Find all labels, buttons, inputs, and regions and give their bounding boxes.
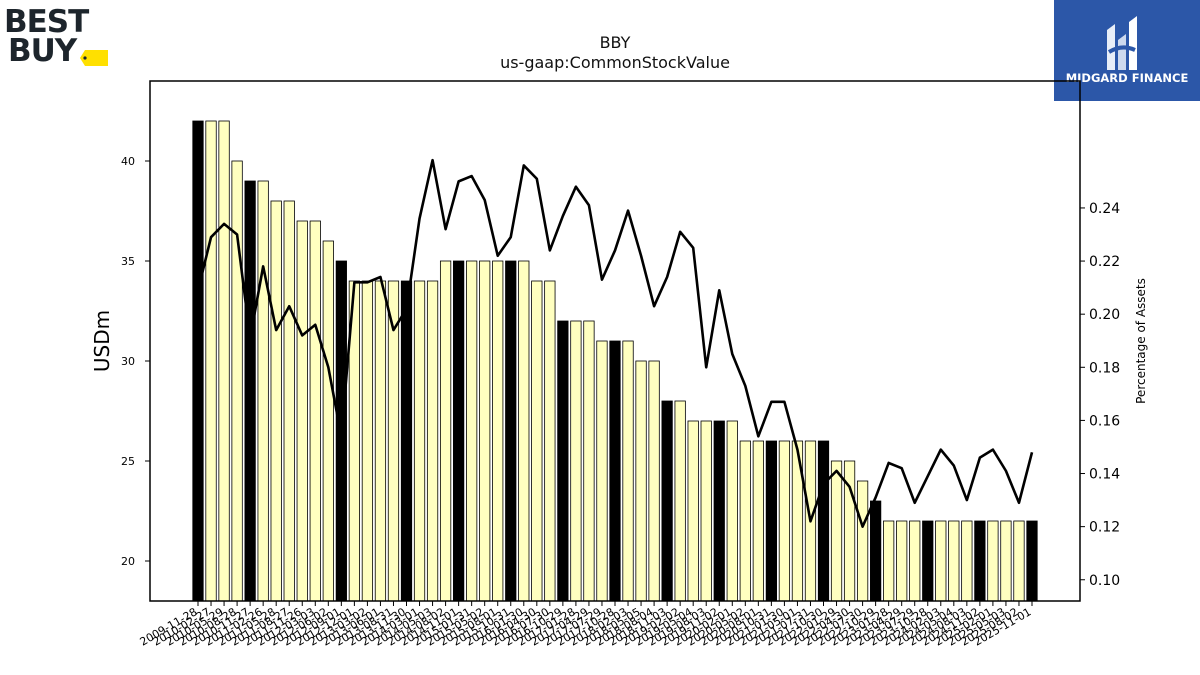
y-tick-label-35: 35	[121, 255, 135, 268]
bar-2019-11-02	[713, 420, 725, 602]
bar-2015-01-31	[466, 260, 478, 602]
bar-2018-02-03	[622, 340, 634, 602]
bar-2015-10-31	[505, 260, 517, 602]
bar-2016-04-30	[531, 280, 543, 602]
bar-2011-08-27	[283, 200, 295, 602]
bar-2019-08-03	[700, 420, 712, 602]
y-right-tick-label-0.18: 0.18	[1089, 360, 1120, 376]
y-right-tick-label-0.14: 0.14	[1089, 467, 1120, 483]
logo-best-buy: BEST BUY	[4, 4, 108, 68]
bar-2020-10-31	[765, 440, 777, 602]
bar-2020-05-02	[739, 440, 751, 602]
bar-2025-11-01	[1026, 520, 1038, 602]
y-tick-label-30: 30	[121, 355, 135, 368]
y-right-tick-label-0.12: 0.12	[1089, 520, 1120, 536]
y-tick-label-40: 40	[121, 155, 135, 168]
bar-2011-05-28	[270, 200, 282, 602]
left-axis: 20 25 30 35 40	[121, 155, 150, 568]
best-text: BEST	[4, 4, 89, 40]
bar-2023-10-28	[922, 520, 934, 602]
bar-2023-07-29	[909, 520, 921, 602]
bar-2017-01-28	[570, 320, 582, 602]
bar-2025-02-01	[987, 520, 999, 602]
y-axis-label-left: USDm	[90, 310, 114, 372]
bar-2022-10-29	[870, 500, 882, 602]
y-right-tick-label-0.22: 0.22	[1089, 254, 1120, 270]
bar-2021-01-30	[778, 440, 791, 602]
bar-2020-02-01	[726, 420, 738, 602]
y-tick-label-25: 25	[121, 455, 135, 468]
bar-2013-03-02	[361, 280, 374, 602]
bar-2011-02-26	[257, 180, 269, 602]
bar-2019-02-02	[674, 400, 686, 602]
y-tick-label-20: 20	[121, 555, 135, 568]
bar-2021-10-30	[817, 440, 830, 602]
bar-2025-05-03	[1000, 520, 1012, 602]
buy-text: BUY	[8, 33, 78, 68]
bar-2024-02-03	[935, 520, 947, 602]
bar-2013-11-30	[400, 280, 413, 602]
bar-2010-05-29	[218, 120, 230, 602]
chart-title: BBY	[599, 33, 631, 52]
bar-2010-02-27	[205, 120, 217, 602]
x-axis: 2009-11-282010-02-272010-05-292010-08-28…	[138, 601, 1034, 649]
bar-2016-10-29	[557, 320, 569, 602]
bar-2017-07-29	[596, 340, 608, 602]
logo-midgard-finance: MIDGARD FINANCE	[1054, 0, 1200, 101]
bar-2013-06-01	[374, 280, 387, 602]
bar-2015-08-01	[492, 260, 504, 602]
y-right-tick-label-0.24: 0.24	[1089, 201, 1120, 217]
bar-2016-07-30	[544, 280, 556, 602]
bar-2019-05-04	[687, 420, 699, 602]
bar-2023-01-28	[883, 520, 895, 602]
bar-2018-11-03	[661, 400, 673, 602]
bar-2018-08-04	[648, 360, 660, 602]
bars-layer	[192, 120, 1038, 602]
y-right-tick-label-0.2: 0.20	[1089, 307, 1120, 323]
chart-subtitle: us-gaap:CommonStockValue	[500, 53, 730, 72]
bar-2024-05-04	[948, 520, 960, 602]
bar-2012-03-03	[309, 220, 321, 602]
price-tag-icon	[80, 50, 108, 66]
bar-2014-08-02	[439, 260, 452, 602]
bar-2011-11-26	[296, 220, 308, 602]
midgard-finance-text: MIDGARD FINANCE	[1066, 71, 1189, 85]
bar-2010-11-27	[244, 180, 256, 602]
bar-2024-08-03	[961, 520, 973, 602]
bar-2009-11-28	[192, 120, 204, 602]
y-axis-label-right: Percentage of Assets	[1134, 278, 1148, 404]
bar-2015-05-02	[479, 260, 491, 602]
bar-2023-04-29	[896, 520, 908, 602]
bar-2024-11-02	[974, 520, 986, 602]
bar-2010-08-28	[231, 160, 243, 602]
bar-2017-10-28	[609, 340, 621, 602]
bar-2018-05-05	[635, 360, 647, 602]
bar-2014-11-01	[453, 260, 465, 602]
bar-2014-03-01	[413, 280, 426, 602]
percentage-of-assets-line	[196, 158, 1034, 528]
bar-2017-04-29	[583, 320, 595, 602]
bar-2012-06-02	[322, 240, 334, 602]
right-axis: 0.10 0.12 0.14 0.16 0.18 0.20 0.22 0.24	[1080, 201, 1120, 589]
line-layer	[196, 158, 1034, 528]
bar-2020-08-01	[752, 440, 764, 602]
bar-2022-01-29	[830, 460, 843, 602]
bar-2025-08-02	[1013, 520, 1025, 602]
y-right-tick-label-0.16: 0.16	[1089, 413, 1120, 429]
bar-2014-05-03	[426, 280, 439, 602]
bar-2016-01-30	[518, 260, 530, 602]
bar-2022-07-30	[856, 480, 869, 602]
y-right-tick-label-0.1: 0.10	[1089, 573, 1120, 589]
